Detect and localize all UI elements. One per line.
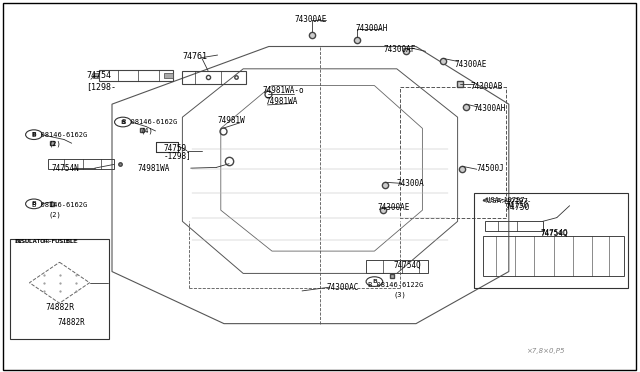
Text: -1298]: -1298] xyxy=(163,151,191,160)
Text: 74300A: 74300A xyxy=(397,179,424,188)
Bar xyxy=(474,193,628,288)
Text: [1298-: [1298- xyxy=(86,82,116,91)
Text: 74754N: 74754N xyxy=(51,164,79,173)
Text: 74981WA: 74981WA xyxy=(138,164,170,173)
Text: 74754Q: 74754Q xyxy=(541,229,568,238)
Text: B: B xyxy=(120,119,125,125)
Text: 74754Q: 74754Q xyxy=(394,261,421,270)
Text: 74981W: 74981W xyxy=(218,116,245,125)
Bar xyxy=(164,73,173,78)
Text: 74750: 74750 xyxy=(506,203,530,212)
Text: 74300AH: 74300AH xyxy=(355,25,388,33)
Text: B 08146-6162G: B 08146-6162G xyxy=(32,202,87,208)
Text: (3): (3) xyxy=(394,291,406,298)
Text: 74759: 74759 xyxy=(163,144,186,153)
Text: 74981WA: 74981WA xyxy=(266,97,298,106)
Text: 74300AH: 74300AH xyxy=(474,105,506,113)
Text: B 08146-6162G: B 08146-6162G xyxy=(122,119,177,125)
Text: 74500J: 74500J xyxy=(477,164,504,173)
Text: <USA>[0797-: <USA>[0797- xyxy=(483,196,530,203)
Text: B: B xyxy=(372,279,377,284)
Text: 74761: 74761 xyxy=(182,52,207,61)
Text: INSULATOR-FUSIBLE: INSULATOR-FUSIBLE xyxy=(14,239,77,244)
Text: B: B xyxy=(31,132,36,137)
Text: B 08146-6162G: B 08146-6162G xyxy=(32,132,87,138)
Text: 74300AE: 74300AE xyxy=(294,15,327,24)
Text: (2): (2) xyxy=(48,141,61,147)
Text: B: B xyxy=(31,201,36,206)
Text: 74882R: 74882R xyxy=(58,318,85,327)
Text: 74882R: 74882R xyxy=(45,302,74,311)
Text: 74750: 74750 xyxy=(506,201,529,210)
Text: INSULATOR-FUSIBLE: INSULATOR-FUSIBLE xyxy=(14,239,78,244)
Text: (4): (4) xyxy=(141,128,154,134)
Text: 74300AF: 74300AF xyxy=(384,45,417,54)
Text: 74300AE: 74300AE xyxy=(454,60,487,69)
Text: 74754Q: 74754Q xyxy=(541,230,568,236)
Text: ×7,8×0,P5: ×7,8×0,P5 xyxy=(526,348,564,354)
Bar xyxy=(10,239,109,339)
Text: 74300AC: 74300AC xyxy=(326,283,359,292)
Text: B 08146-6122G: B 08146-6122G xyxy=(368,282,423,288)
Text: <USA>[0797-: <USA>[0797- xyxy=(481,198,531,205)
Text: 74300AE: 74300AE xyxy=(378,203,410,212)
Text: (2): (2) xyxy=(48,211,61,218)
Text: 74754: 74754 xyxy=(86,71,111,80)
Bar xyxy=(93,73,99,78)
Text: 74300AB: 74300AB xyxy=(470,82,503,91)
Text: 74981WA-o: 74981WA-o xyxy=(262,86,304,95)
